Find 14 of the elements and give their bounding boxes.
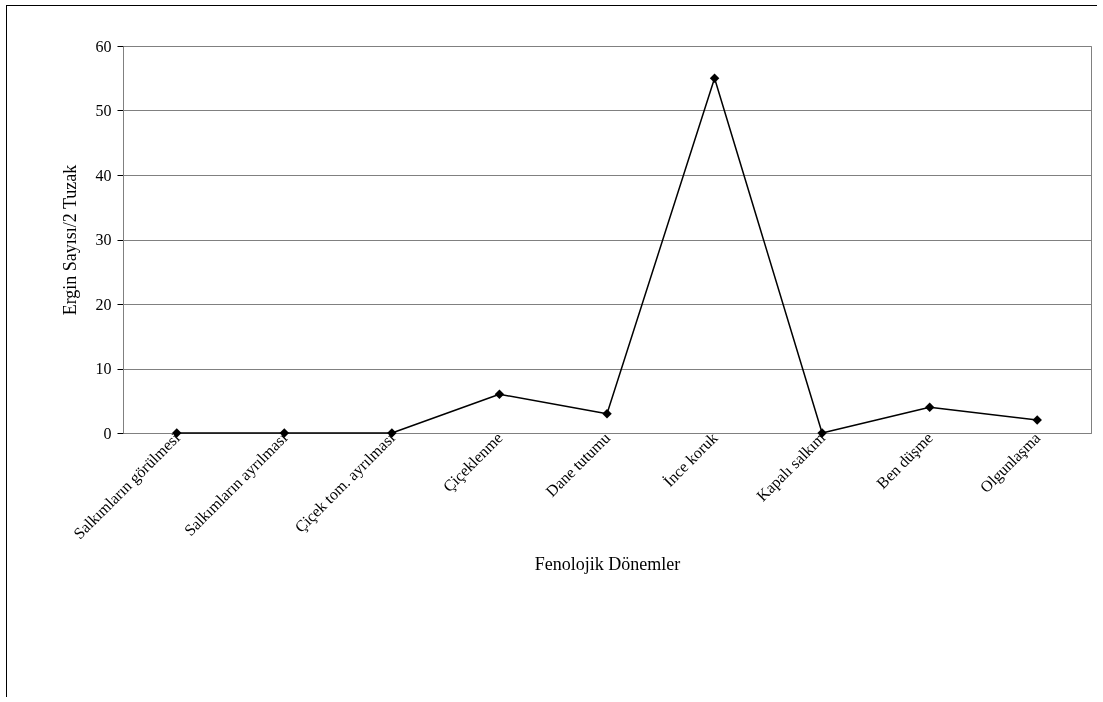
y-tick-label: 10 [95,360,112,377]
point [602,408,612,419]
point [1032,415,1042,425]
y-axis-title: Ergin Sayısı/2 Tuzak [59,164,80,316]
y-tick-label: 60 [95,37,112,55]
x-axis-title: Fenolojik Dönemler [534,554,681,575]
point [924,402,935,412]
y-tick-label: 40 [95,166,112,184]
y-tick-label: 50 [95,102,112,119]
y-tick-label: 0 [103,424,112,442]
point [709,73,720,83]
y-tick-label: 20 [95,295,112,313]
point [494,389,505,400]
y-tick-label: 30 [95,231,112,248]
